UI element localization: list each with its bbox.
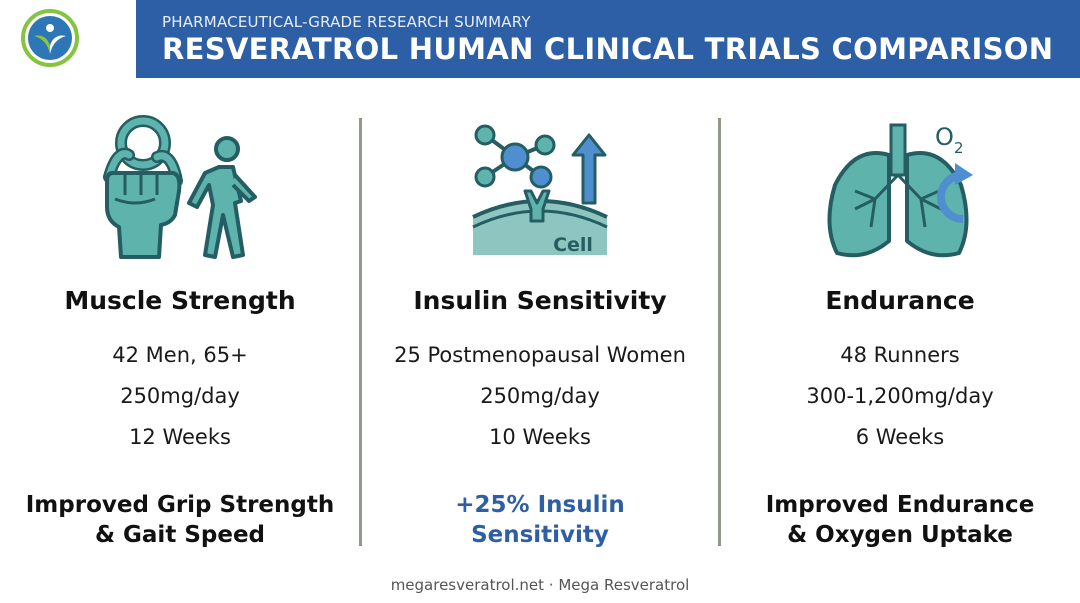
trial-result: Improved Grip Strength & Gait Speed [0,490,360,550]
trial-result-line: & Oxygen Uptake [787,522,1013,548]
header-bar [136,0,1080,78]
trial-duration: 12 Weeks [129,425,231,449]
cell-receptor-molecule-icon: Cell [360,115,720,265]
footer-source: megaresveratrol.net · Mega Resveratrol [390,576,690,594]
trial-result: +25% Insulin Sensitivity [360,490,720,550]
trial-result-line: Improved Endurance [765,492,1035,518]
trial-heading: Endurance [825,286,975,315]
trial-column-endurance: O 2 Endurance 48 Runners 300-1,200mg/day… [720,105,1080,565]
oxygen-label: O [935,123,954,151]
trial-duration: 10 Weeks [489,425,591,449]
trial-participants: 25 Postmenopausal Women [394,343,686,367]
trial-column-insulin-sensitivity: Cell Insulin Sensitivity 25 Postmenopaus… [360,105,720,565]
trial-result-line: Sensitivity [471,522,609,548]
trial-dose: 300-1,200mg/day [806,384,994,408]
column-divider [359,118,362,546]
lungs-oxygen-icon: O 2 [720,115,1080,265]
trial-column-muscle-strength: Muscle Strength 42 Men, 65+ 250mg/day 12… [0,105,360,565]
brand-logo [20,8,80,68]
grip-strength-walking-icon [0,115,360,265]
trial-participants: 42 Men, 65+ [112,343,248,367]
trial-heading: Insulin Sensitivity [413,286,667,315]
column-divider [718,118,721,546]
header-subtitle: PHARMACEUTICAL-GRADE RESEARCH SUMMARY [162,13,531,31]
cell-label: Cell [553,234,593,256]
oxygen-subscript: 2 [954,139,964,157]
trial-result-line: +25% Insulin [455,492,625,518]
trial-duration: 6 Weeks [855,425,945,449]
trial-participants: 48 Runners [840,343,960,367]
trial-result-line: Improved Grip Strength [25,492,335,518]
trial-dose: 250mg/day [120,384,240,408]
trial-dose: 250mg/day [480,384,600,408]
trial-heading: Muscle Strength [64,286,296,315]
trial-result-line: & Gait Speed [94,522,266,548]
page-title: RESVERATROL HUMAN CLINICAL TRIALS COMPAR… [162,32,1054,66]
trial-result: Improved Endurance & Oxygen Uptake [720,490,1080,550]
